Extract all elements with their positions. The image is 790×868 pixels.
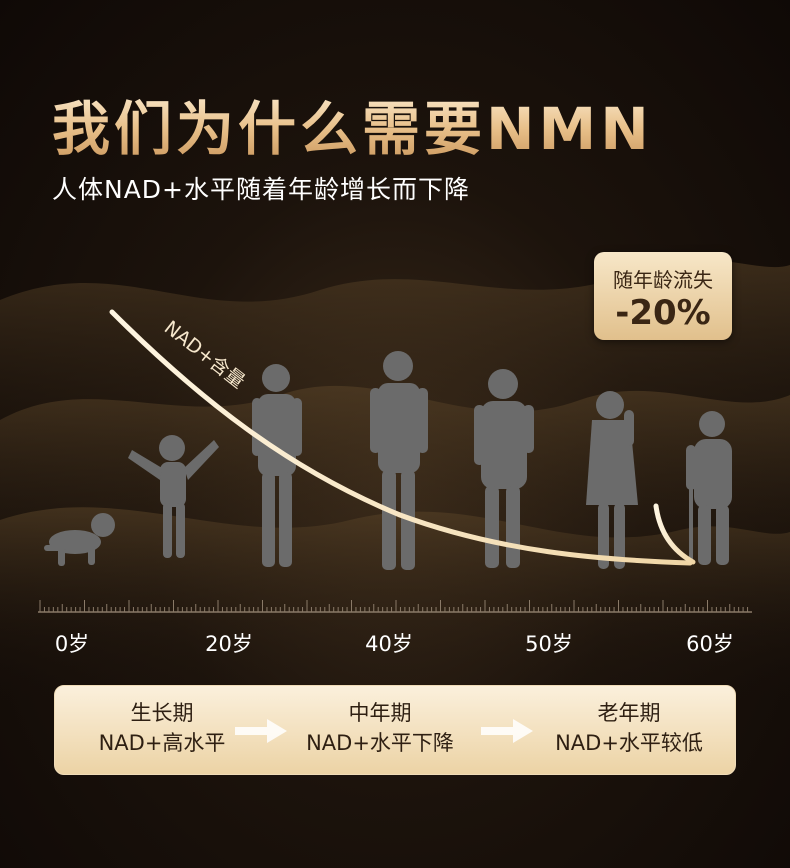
adult-silhouette bbox=[370, 351, 428, 570]
age-label: 40岁 bbox=[365, 632, 413, 656]
nad-decline-curve bbox=[109, 309, 693, 566]
age-label: 20岁 bbox=[205, 632, 253, 656]
child-silhouette bbox=[128, 435, 219, 558]
stage-middle: 中年期 NAD+水平下降 bbox=[295, 698, 465, 758]
loss-badge: 随年龄流失 -20% bbox=[594, 252, 732, 340]
elderly-silhouette bbox=[686, 411, 732, 565]
senior-woman-silhouette bbox=[586, 391, 638, 569]
life-stages-panel: 生长期 NAD+高水平 中年期 NAD+水平下降 老年期 NAD+水平较低 bbox=[54, 685, 736, 775]
badge-label: 随年龄流失 bbox=[613, 268, 713, 292]
stage-senior: 老年期 NAD+水平较低 bbox=[539, 698, 719, 758]
baby-silhouette bbox=[44, 513, 115, 566]
badge-value: -20% bbox=[615, 293, 711, 333]
stage-desc: NAD+水平下降 bbox=[306, 731, 454, 755]
stage-growth: 生长期 NAD+高水平 bbox=[77, 698, 247, 758]
middle-aged-silhouette bbox=[474, 369, 534, 568]
people-silhouettes bbox=[44, 351, 732, 570]
ruler-ticks bbox=[39, 600, 749, 612]
young-adult-silhouette bbox=[252, 364, 302, 567]
page-subtitle: 人体NAD+水平随着年龄增长而下降 bbox=[52, 175, 471, 204]
age-label: 50岁 bbox=[525, 632, 573, 656]
stage-desc: NAD+水平较低 bbox=[555, 731, 703, 755]
stage-name: 中年期 bbox=[348, 701, 412, 725]
age-label: 0岁 bbox=[54, 632, 90, 656]
stage-name: 生长期 bbox=[130, 701, 194, 725]
stage-desc: NAD+高水平 bbox=[98, 731, 226, 755]
stage-name: 老年期 bbox=[597, 701, 661, 725]
arrow-right-icon bbox=[481, 719, 533, 743]
page-title: 我们为什么需要NMN bbox=[52, 82, 653, 166]
age-label: 60岁 bbox=[686, 632, 734, 656]
curve-end-hook bbox=[653, 503, 696, 565]
arrow-right-icon bbox=[235, 719, 287, 743]
